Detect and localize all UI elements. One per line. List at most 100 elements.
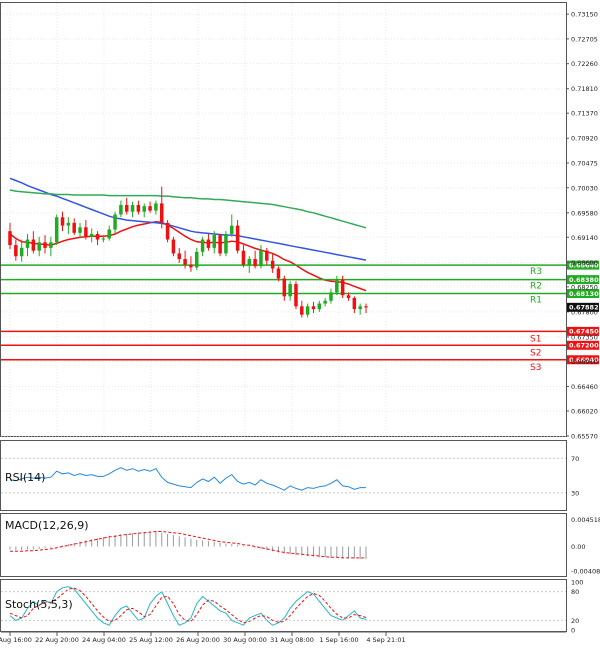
level-price-tag-s3 (567, 355, 599, 365)
ma-line-fast (9, 220, 367, 292)
stoch-tick-label: 100 (571, 579, 583, 587)
level-name-r2: R2 (530, 282, 542, 292)
candle-body (84, 227, 88, 237)
level-price-label-s1: 0.67450 (569, 328, 599, 336)
candle-body (78, 227, 82, 233)
candle-body (154, 203, 158, 211)
current-price-tag-background (567, 302, 599, 312)
x-tick-label: 4 Sep 21:01 (366, 636, 405, 644)
candle-body (95, 233, 100, 240)
price-y-axis: 0.73150 0.72705 0.72260 0.71810 0.71370 0.709… (566, 11, 598, 441)
candle-body (300, 306, 304, 315)
macd-signal-line (10, 531, 366, 559)
rsi-panel: 70 30 RSI(14) (0, 440, 579, 511)
price-tick-label: 0.66910 (571, 358, 598, 366)
candle-body (72, 222, 76, 233)
macd-series (9, 531, 367, 560)
price-panel: R3 0.68640 R2 0.68380 R1 0.68130 S1 0.67450 S2 0.… (0, 2, 599, 441)
candle-body (136, 205, 141, 212)
price-tick-label: 0.65570 (571, 433, 598, 441)
rsi-tick-label: 30 (571, 489, 579, 497)
candle-body (230, 225, 234, 234)
candle-body (37, 242, 41, 251)
level-name-s1: S1 (530, 334, 541, 344)
level-price-tag-r3 (567, 260, 599, 270)
price-tick-label: 0.68250 (571, 283, 598, 291)
candle-body (294, 284, 298, 307)
candle-body (119, 205, 123, 215)
candle-body (317, 303, 322, 310)
candle-body (276, 268, 281, 279)
candle-body (189, 264, 193, 268)
rsi-panel-frame (0, 440, 567, 511)
candle-body (101, 238, 106, 240)
candle-body (288, 284, 292, 297)
price-tick-label: 0.72260 (571, 60, 598, 68)
candle-body (358, 306, 362, 310)
price-tick-label: 0.70030 (571, 184, 598, 192)
candle-body (346, 295, 351, 298)
level-name-s3: S3 (530, 363, 541, 373)
candle-body (54, 217, 59, 243)
candle-body (8, 231, 12, 246)
candle-body (282, 278, 287, 297)
candle-body (171, 239, 176, 254)
price-tick-label: 0.67800 (571, 308, 598, 316)
candle-body (259, 250, 263, 267)
macd-tick-label: 0.00 (571, 543, 585, 551)
candle-body (49, 242, 53, 248)
candle-body (113, 214, 117, 230)
candle-body (124, 205, 129, 212)
candle-body (241, 250, 246, 265)
rsi-line (9, 467, 366, 491)
candle-body (270, 260, 275, 269)
price-tick-label: 0.71370 (571, 110, 598, 118)
x-tick-label: 22 Aug 20:00 (35, 636, 79, 644)
candle-body (107, 229, 111, 239)
candle-body (19, 247, 24, 257)
level-price-label-r1: 0.68130 (569, 290, 599, 298)
macd-panel-frame (0, 513, 567, 577)
candle-body (352, 297, 357, 310)
candle-body (14, 245, 18, 257)
candle-body (218, 235, 222, 254)
x-tick-label: 24 Aug 04:00 (82, 636, 126, 644)
candle-body (200, 239, 205, 252)
candle-body (265, 250, 269, 261)
stoch-title: Stoch(5,5,3) (5, 598, 73, 611)
level-price-label-r3: 0.68640 (569, 261, 599, 269)
level-price-label-s2: 0.67200 (569, 342, 599, 350)
candle-body (364, 306, 368, 308)
candle-body (142, 206, 146, 212)
x-tick-label: 30 Aug 00:00 (223, 636, 267, 644)
level-price-label-s3: 0.66940 (569, 356, 599, 364)
price-tick-label: 0.71810 (571, 85, 598, 93)
level-name-s2: S2 (530, 348, 541, 358)
candle-body (177, 253, 181, 260)
stoch-d-line (9, 587, 367, 624)
candle-body (311, 306, 316, 310)
candle-body (212, 235, 217, 248)
candle-body (130, 205, 135, 212)
current-price-tag: 0.67882 (567, 302, 599, 312)
x-tick-label: 26 Aug 20:00 (176, 636, 220, 644)
x-tick-label: 21 Aug 16:00 (0, 636, 32, 644)
candle-body (329, 292, 333, 301)
macd-tick-label: -0.00408 (571, 568, 600, 576)
level-price-label-r2: 0.68380 (569, 276, 599, 284)
stoch-series (9, 586, 367, 626)
rsi-y-axis: 70 30 (1, 455, 579, 497)
level-price-tag-r1 (567, 289, 599, 299)
candle-body (60, 217, 65, 226)
candle-body (253, 259, 257, 267)
level-price-tag-r2 (567, 275, 599, 285)
rsi-title: RSI(14) (5, 471, 45, 484)
candle-body (206, 239, 211, 248)
candles (8, 186, 368, 318)
price-tick-label: 0.66460 (571, 383, 598, 391)
candle-body (195, 251, 199, 268)
price-tick-label: 0.69140 (571, 234, 598, 242)
level-price-tag-s2 (567, 340, 599, 350)
